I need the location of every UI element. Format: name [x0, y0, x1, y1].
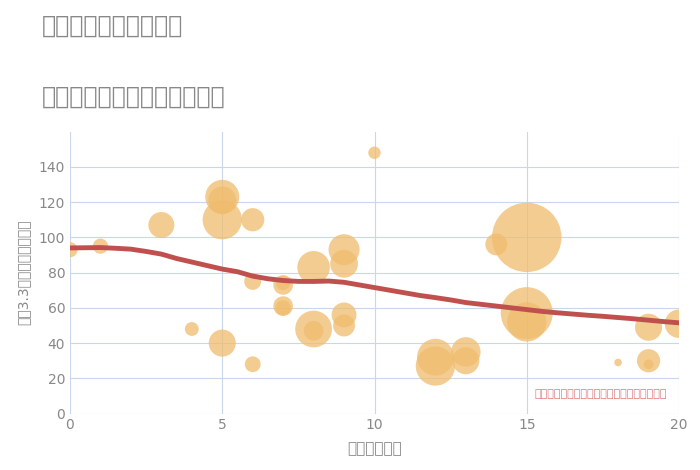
Point — [156, 221, 167, 229]
Point — [339, 246, 350, 253]
Point — [430, 362, 441, 370]
Text: 駅距離別中古マンション価格: 駅距離別中古マンション価格 — [42, 85, 225, 109]
Point — [461, 357, 472, 365]
Point — [217, 193, 228, 201]
Point — [247, 278, 258, 285]
Point — [612, 359, 624, 366]
Point — [217, 216, 228, 223]
Point — [64, 246, 76, 253]
Text: 奈良県奈良市菅野台の: 奈良県奈良市菅野台の — [42, 14, 183, 38]
Point — [217, 339, 228, 347]
Point — [95, 243, 106, 250]
Point — [673, 320, 685, 328]
Point — [339, 321, 350, 329]
Point — [308, 325, 319, 333]
Point — [430, 353, 441, 361]
X-axis label: 駅距離（分）: 駅距離（分） — [347, 441, 402, 456]
Point — [277, 279, 289, 287]
Point — [521, 234, 532, 241]
Point — [339, 260, 350, 267]
Point — [247, 216, 258, 223]
Text: 円の大きさは、取引のあった物件面積を示す: 円の大きさは、取引のあった物件面積を示す — [534, 390, 667, 400]
Point — [369, 149, 380, 157]
Y-axis label: 坪（3.3㎡）単価（万円）: 坪（3.3㎡）単価（万円） — [16, 220, 30, 325]
Point — [277, 281, 289, 289]
Point — [277, 304, 289, 312]
Point — [643, 357, 655, 365]
Point — [521, 309, 532, 317]
Point — [217, 196, 228, 204]
Point — [308, 327, 319, 335]
Point — [643, 360, 655, 368]
Point — [247, 360, 258, 368]
Point — [521, 318, 532, 326]
Point — [491, 241, 502, 248]
Point — [643, 323, 655, 331]
Point — [461, 348, 472, 356]
Point — [186, 325, 197, 333]
Point — [308, 264, 319, 271]
Point — [277, 302, 289, 310]
Point — [339, 311, 350, 319]
